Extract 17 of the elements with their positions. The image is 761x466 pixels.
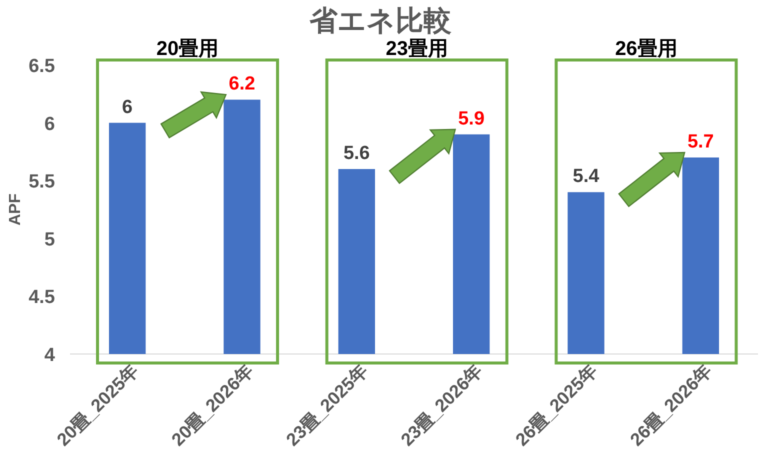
text: 20畳用 <box>156 38 219 60</box>
text: 23畳用 <box>386 38 448 60</box>
y-tick-label: 4 <box>44 345 56 366</box>
text: 26畳用 <box>615 38 678 60</box>
data-label: 5.7 <box>687 131 714 152</box>
data-label: 5.6 <box>343 143 370 164</box>
y-tick-label: 4.5 <box>28 287 56 308</box>
y-tick-label: 6.5 <box>28 56 56 77</box>
y-tick-label: 6 <box>44 114 55 135</box>
data-label: 5.4 <box>572 166 600 188</box>
y-tick-label: 5.5 <box>28 172 56 193</box>
y-tick-label: 5 <box>44 229 56 250</box>
data-label: 6.2 <box>228 74 256 95</box>
data-label: 6 <box>122 96 133 118</box>
chart-title: 省エネ比較 <box>308 5 452 36</box>
data-label: 5.9 <box>458 108 485 130</box>
y-axis-title: APF <box>7 193 24 226</box>
